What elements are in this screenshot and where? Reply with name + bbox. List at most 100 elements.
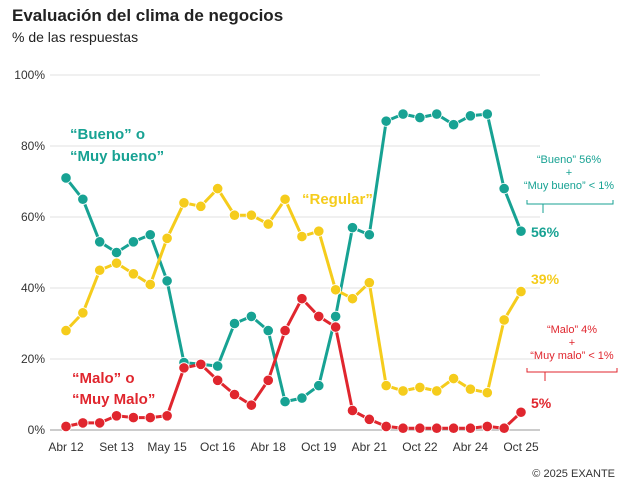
data-point-regular (414, 381, 426, 393)
data-point-bueno (262, 324, 274, 337)
note-bueno: “Muy bueno” < 1% (524, 180, 614, 192)
data-point-malo (380, 420, 392, 433)
data-point-malo (498, 422, 510, 434)
data-point-bueno (313, 380, 325, 392)
data-point-malo (313, 310, 325, 322)
data-point-bueno (60, 172, 72, 184)
y-tick-label: 40% (21, 281, 45, 295)
data-point-malo (127, 411, 140, 424)
end-value-label-bueno: 56% (531, 224, 560, 240)
data-point-regular (245, 209, 257, 221)
data-point-regular (464, 383, 477, 395)
data-point-bueno (330, 310, 342, 322)
note-malo: + (569, 337, 575, 349)
data-point-regular (447, 372, 460, 385)
data-point-malo (178, 362, 190, 374)
y-tick-label: 100% (14, 68, 45, 82)
note-bracket-bueno (526, 200, 614, 213)
data-point-bueno (144, 229, 156, 241)
data-point-bueno (346, 222, 359, 234)
data-point-regular (60, 324, 72, 337)
series-label-malo: “Malo” o (72, 370, 135, 387)
y-tick-label: 80% (21, 139, 45, 153)
data-point-malo (245, 399, 257, 411)
y-tick-label: 0% (28, 423, 46, 437)
y-tick-label: 20% (21, 352, 45, 366)
note-bracket-malo (526, 368, 618, 381)
data-point-regular (313, 225, 325, 237)
y-tick-label: 60% (21, 210, 45, 224)
data-point-bueno (447, 119, 460, 131)
data-point-regular (397, 385, 409, 397)
data-point-regular (279, 193, 291, 205)
data-point-malo (262, 374, 274, 386)
data-point-regular (77, 307, 89, 319)
note-malo: “Malo” 4% (547, 324, 597, 336)
data-point-regular (380, 380, 392, 392)
data-point-bueno (363, 229, 375, 241)
x-tick-label: Oct 19 (301, 440, 337, 454)
data-point-bueno (110, 246, 123, 259)
data-point-bueno (498, 183, 510, 195)
note-bueno: + (566, 167, 572, 179)
data-point-malo (363, 413, 375, 425)
data-point-malo (144, 411, 156, 424)
data-point-regular (195, 200, 207, 212)
x-tick-label: Abr 18 (251, 440, 287, 454)
series-label-regular: “Regular” (302, 191, 373, 208)
data-point-bueno (127, 236, 140, 248)
data-point-bueno (77, 193, 89, 205)
data-point-malo (94, 417, 106, 429)
data-point-bueno (431, 108, 443, 120)
x-tick-label: Set 13 (99, 440, 134, 454)
data-point-malo (296, 293, 308, 305)
data-point-regular (262, 218, 274, 230)
data-point-malo (161, 410, 173, 422)
data-point-regular (228, 209, 241, 221)
data-point-malo (346, 404, 359, 417)
data-point-regular (178, 197, 190, 209)
series-line-bueno (64, 112, 523, 404)
data-point-bueno (161, 275, 173, 287)
data-point-bueno (94, 236, 106, 248)
data-point-bueno (481, 108, 493, 120)
data-point-bueno (228, 317, 241, 330)
data-point-regular (498, 314, 510, 326)
x-tick-label: Abr 21 (352, 440, 388, 454)
x-tick-label: Oct 22 (402, 440, 438, 454)
x-tick-label: Oct 25 (503, 440, 539, 454)
data-point-regular (212, 183, 224, 195)
data-point-malo (228, 388, 241, 401)
x-tick-label: May 15 (147, 440, 187, 454)
x-tick-label: Abr 24 (453, 440, 489, 454)
data-point-regular (515, 285, 527, 298)
x-tick-label: Oct 16 (200, 440, 236, 454)
data-point-bueno (245, 310, 257, 322)
data-point-bueno (515, 225, 527, 237)
data-point-malo (110, 410, 123, 422)
series-label-bueno: “Muy bueno” (70, 148, 164, 165)
series-line-regular (64, 187, 523, 395)
data-point-bueno (279, 395, 291, 408)
end-value-label-malo: 5% (531, 395, 552, 411)
data-point-regular (330, 284, 342, 296)
data-point-regular (94, 264, 106, 276)
data-point-regular (346, 293, 359, 305)
data-point-regular (110, 257, 123, 269)
data-point-malo (414, 422, 426, 434)
data-point-bueno (397, 108, 409, 120)
data-point-malo (464, 422, 477, 434)
data-point-bueno (296, 392, 308, 404)
data-point-malo (330, 321, 342, 333)
data-point-regular (161, 232, 173, 244)
data-point-regular (144, 278, 156, 291)
series-line-malo (65, 297, 523, 430)
data-point-regular (363, 277, 375, 289)
data-point-regular (481, 387, 493, 399)
data-point-malo (515, 406, 527, 418)
data-point-bueno (212, 360, 224, 372)
data-point-regular (431, 385, 443, 397)
data-point-malo (447, 422, 460, 434)
note-bueno: “Bueno” 56% (537, 154, 601, 166)
data-point-bueno (414, 112, 426, 124)
